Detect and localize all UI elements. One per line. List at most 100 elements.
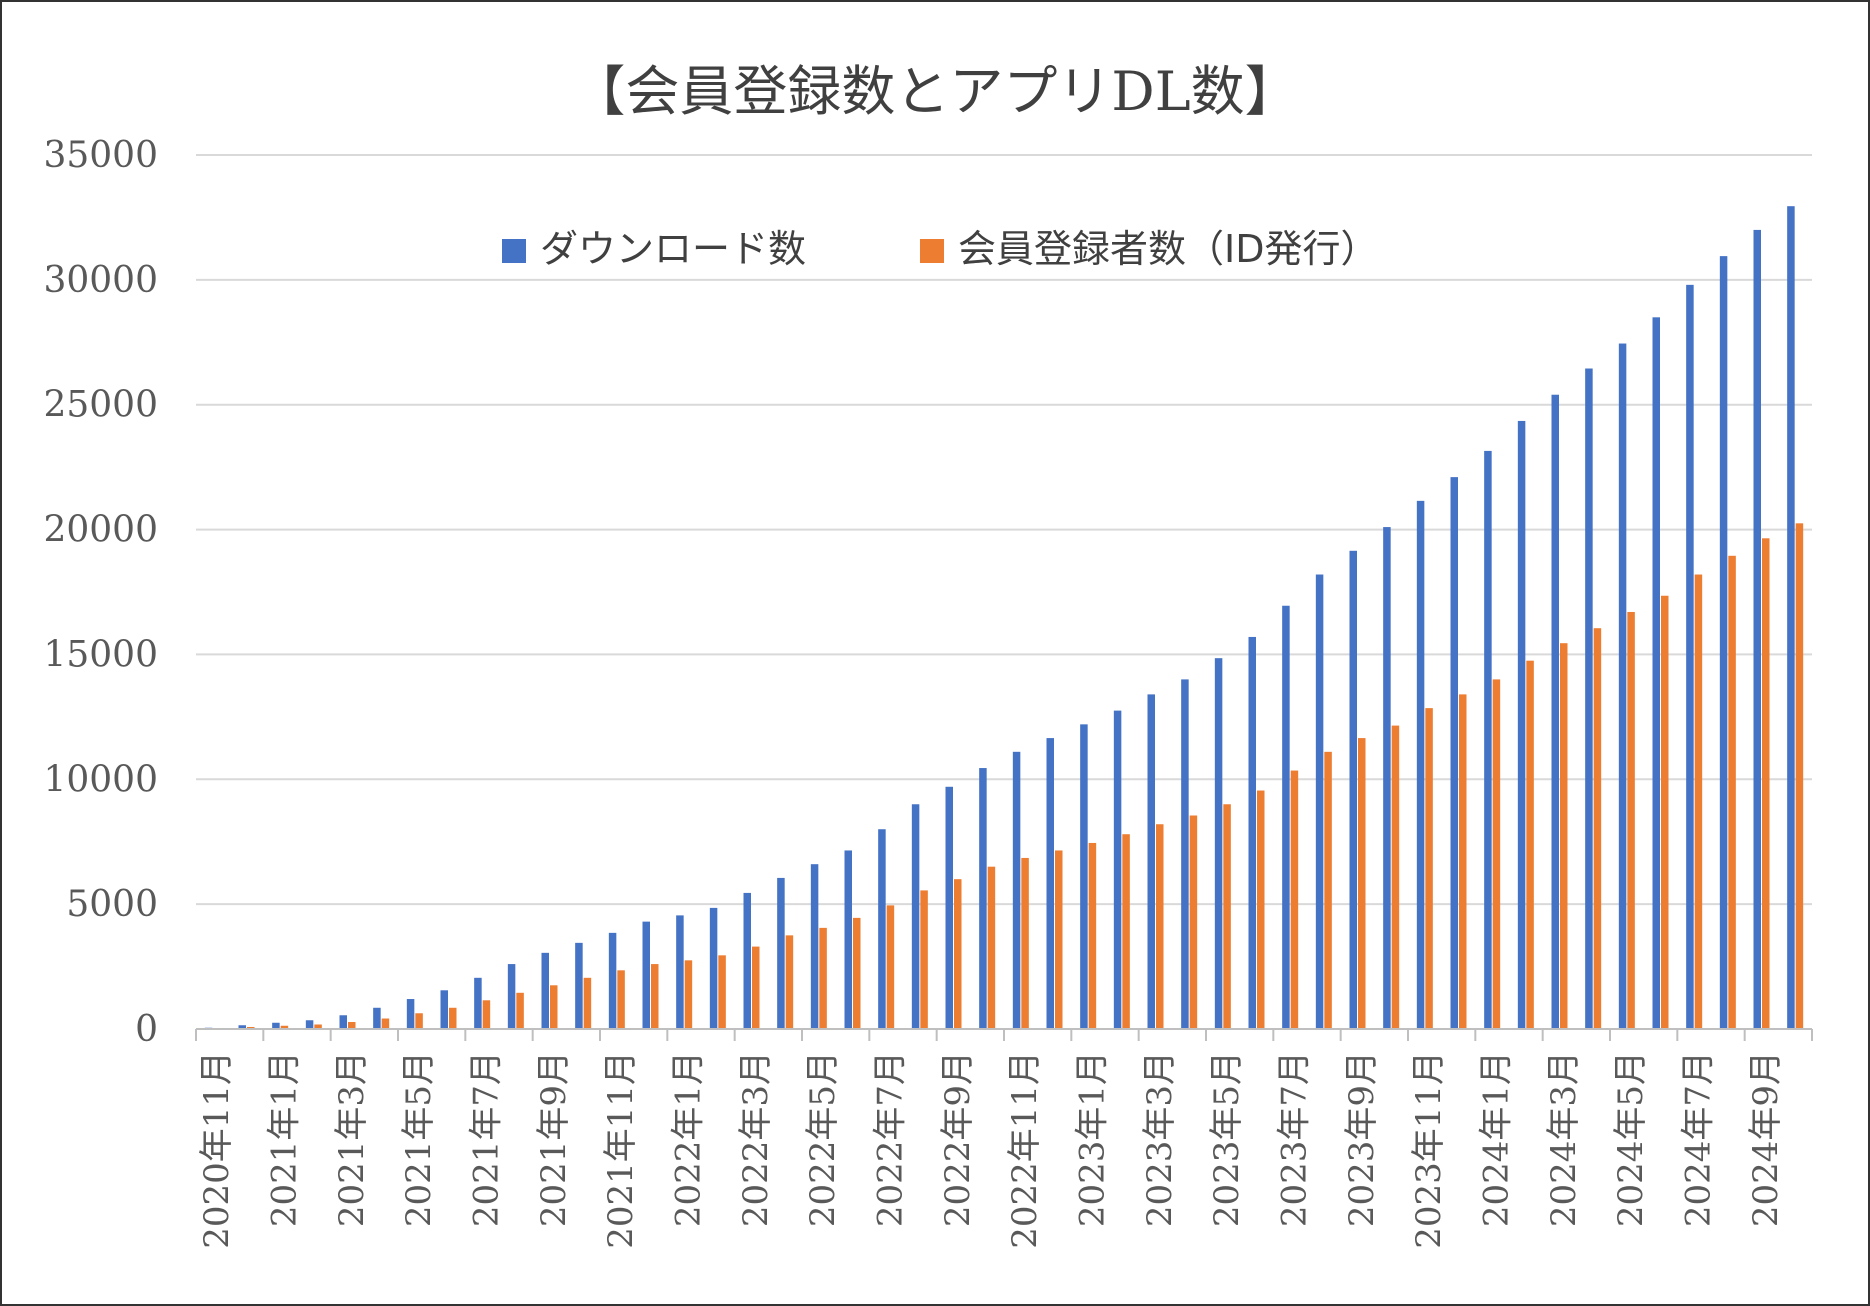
- bar-members: [1728, 555, 1736, 1029]
- bar-downloads: [1618, 343, 1627, 1029]
- x-tick-label: 2021年3月: [332, 1051, 372, 1227]
- bar-downloads: [1147, 694, 1155, 1029]
- x-tick-label: 2022年11月: [1005, 1051, 1045, 1249]
- x-tick-label: 2024年3月: [1544, 1051, 1584, 1227]
- bar-members: [1593, 628, 1602, 1029]
- bar-downloads: [1484, 450, 1492, 1029]
- legend-label-downloads: ダウンロード数: [540, 227, 806, 271]
- bar-members: [785, 935, 794, 1029]
- legend-swatch-downloads: [502, 239, 526, 263]
- bar-downloads: [373, 1007, 381, 1029]
- bar-downloads: [743, 892, 751, 1029]
- bar-members: [1324, 751, 1332, 1029]
- x-tick-label: 2021年7月: [467, 1051, 507, 1227]
- bar-downloads: [474, 977, 482, 1029]
- y-tick-label: 30000: [43, 260, 158, 301]
- bar-downloads: [1046, 738, 1054, 1029]
- bar-downloads: [676, 915, 684, 1029]
- x-tick-label: 2024年9月: [1746, 1051, 1786, 1227]
- bar-group: [204, 206, 1804, 1030]
- bar-members: [583, 977, 592, 1029]
- x-tick-label: 2023年3月: [1140, 1051, 1180, 1227]
- bar-downloads: [507, 964, 516, 1029]
- y-axis-tick-labels: 0 5000 10000 15000 20000 25000 30000 35000: [43, 135, 158, 1050]
- bar-members: [516, 992, 524, 1029]
- x-axis-tick-labels: 2020年11月 2021年1月 2021年3月 2021年5月 2021年7月 2021…: [197, 1051, 1786, 1249]
- bar-downloads: [406, 999, 415, 1029]
- x-tick-label: 2024年7月: [1679, 1051, 1719, 1227]
- legend-label-members: 会員登録者数（ID発行）: [958, 227, 1378, 271]
- x-tick-label: 2021年9月: [534, 1051, 574, 1227]
- bar-downloads: [1214, 658, 1223, 1029]
- bar-downloads: [945, 786, 953, 1029]
- bar-downloads: [1282, 605, 1290, 1029]
- x-tick-label: 2022年1月: [669, 1051, 709, 1227]
- bar-downloads: [844, 850, 852, 1029]
- bar-members: [684, 960, 693, 1029]
- bar-members: [718, 955, 726, 1029]
- y-tick-label: 5000: [66, 884, 158, 925]
- bar-downloads: [1012, 751, 1021, 1029]
- bar-members: [1627, 611, 1635, 1029]
- x-tick-label: 2022年9月: [938, 1051, 978, 1227]
- y-tick-label: 0: [135, 1009, 158, 1050]
- bar-members: [1795, 523, 1804, 1029]
- x-tick-label: 2021年1月: [265, 1051, 305, 1227]
- bar-members: [1088, 842, 1097, 1029]
- bar-downloads: [608, 932, 617, 1029]
- bar-members: [550, 985, 558, 1029]
- bar-members: [1661, 595, 1669, 1029]
- bar-downloads: [1585, 368, 1593, 1029]
- x-tick-label: 2024年1月: [1477, 1051, 1517, 1227]
- bar-members: [1156, 824, 1164, 1029]
- bar-members: [617, 970, 625, 1029]
- bar-downloads: [709, 907, 718, 1029]
- bar-members: [1257, 790, 1265, 1029]
- bar-downloads: [272, 1022, 280, 1029]
- bar-downloads: [810, 864, 819, 1029]
- bar-members: [1223, 804, 1231, 1029]
- bar-members: [1560, 643, 1568, 1029]
- bar-members: [280, 1025, 289, 1029]
- bar-downloads: [1686, 284, 1694, 1029]
- bar-downloads: [238, 1025, 246, 1029]
- bar-members: [1391, 725, 1400, 1029]
- bar-members: [1526, 660, 1534, 1029]
- bar-members: [1055, 850, 1063, 1029]
- bar-downloads: [339, 1015, 347, 1029]
- bar-downloads: [642, 921, 650, 1029]
- x-tick-label: 2024年5月: [1611, 1051, 1651, 1227]
- bar-members: [482, 1000, 491, 1029]
- bar-members: [987, 866, 996, 1029]
- bar-members: [1358, 738, 1366, 1029]
- bar-downloads: [305, 1020, 314, 1029]
- bar-members: [348, 1022, 356, 1029]
- x-tick-label: 2022年7月: [871, 1051, 911, 1227]
- bar-downloads: [1315, 574, 1324, 1029]
- bar-members: [314, 1024, 322, 1029]
- bar-downloads: [1248, 636, 1256, 1029]
- bar-downloads: [911, 804, 920, 1029]
- bar-downloads: [1416, 500, 1425, 1030]
- bar-downloads: [440, 990, 448, 1029]
- bar-members: [381, 1018, 390, 1029]
- bar-members: [886, 905, 895, 1029]
- bar-downloads: [1652, 317, 1660, 1029]
- x-tick-label: 2022年3月: [736, 1051, 776, 1227]
- x-axis-ticks: [195, 1029, 1813, 1041]
- legend-swatch-members: [920, 239, 944, 263]
- x-tick-label: 2023年11月: [1409, 1051, 1449, 1249]
- bar-members: [1762, 538, 1770, 1029]
- bar-members: [954, 879, 962, 1029]
- bar-members: [920, 890, 928, 1029]
- bar-downloads: [1551, 394, 1559, 1029]
- bar-downloads: [575, 942, 583, 1029]
- bar-members: [1021, 857, 1029, 1029]
- bar-downloads: [1719, 256, 1728, 1029]
- bar-downloads: [1383, 527, 1391, 1029]
- bar-downloads: [1517, 420, 1526, 1030]
- bar-downloads: [878, 829, 886, 1029]
- bar-members: [415, 1013, 423, 1029]
- bar-downloads: [1080, 724, 1088, 1029]
